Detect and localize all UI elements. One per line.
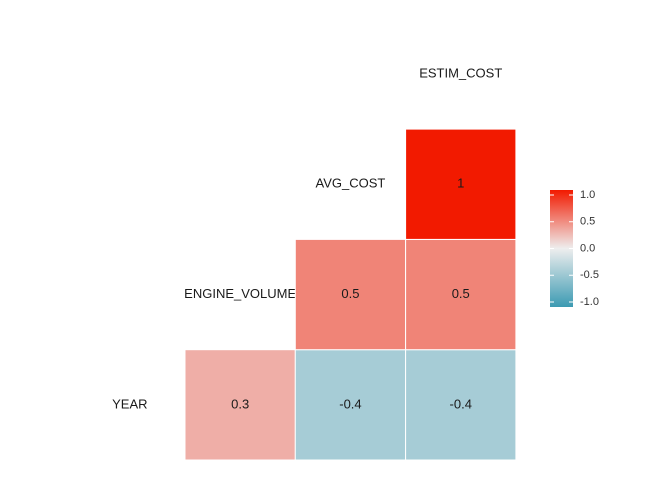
colorbar-tick-label: 0.0 <box>580 242 595 254</box>
cell <box>294 349 407 461</box>
variable-label: ESTIM_COST <box>419 65 502 80</box>
variable-label: AVG_COST <box>316 176 386 191</box>
colorbar <box>550 190 573 307</box>
variable-label: YEAR <box>112 396 147 411</box>
colorbar-tick-label: 1.0 <box>580 189 595 201</box>
cell-label: 0.3 <box>231 396 249 411</box>
cell <box>405 128 517 240</box>
colorbar-tick-label: -1.0 <box>580 296 599 308</box>
cell-label: -0.4 <box>450 396 472 411</box>
colorbar-tick-label: 0.5 <box>580 216 595 228</box>
cell <box>184 349 296 461</box>
cell-label: -0.4 <box>339 396 361 411</box>
cell-label: 1 <box>457 176 464 191</box>
cell-label: 0.5 <box>452 286 470 301</box>
variable-label: ENGINE_VOLUME <box>184 286 296 301</box>
cell <box>405 238 517 351</box>
cell <box>294 238 407 351</box>
colorbar-tick-label: -0.5 <box>580 269 599 281</box>
cell-label: 0.5 <box>341 286 359 301</box>
